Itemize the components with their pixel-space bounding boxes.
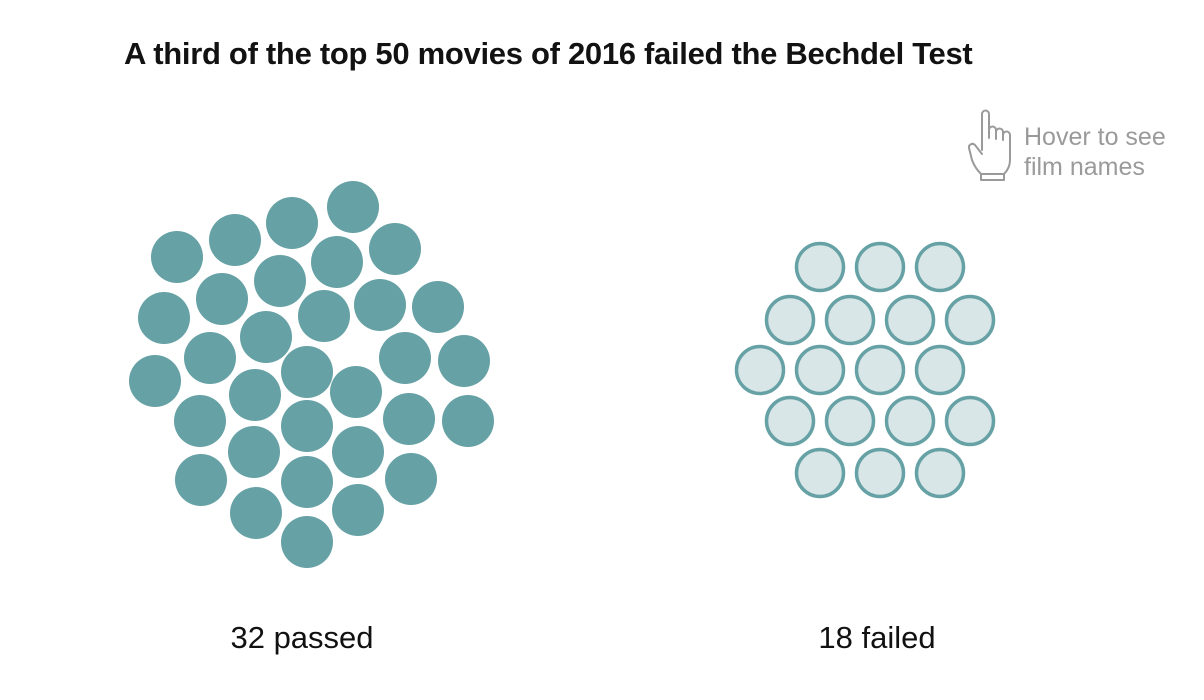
passed-cluster <box>129 181 494 568</box>
passed-film-bubble[interactable] <box>230 487 282 539</box>
passed-film-bubble[interactable] <box>385 453 437 505</box>
passed-film-bubble[interactable] <box>354 279 406 331</box>
chart-title: A third of the top 50 movies of 2016 fai… <box>124 36 973 71</box>
passed-film-bubble[interactable] <box>281 346 333 398</box>
failed-film-bubble[interactable] <box>854 241 906 293</box>
hover-hint: Hover to see film names <box>966 108 1196 188</box>
passed-film-bubble[interactable] <box>281 456 333 508</box>
failed-film-bubble[interactable] <box>734 344 786 396</box>
passed-film-bubble[interactable] <box>332 484 384 536</box>
failed-film-bubble[interactable] <box>794 447 846 499</box>
passed-film-bubble[interactable] <box>379 332 431 384</box>
passed-film-bubble[interactable] <box>228 426 280 478</box>
passed-film-bubble[interactable] <box>240 311 292 363</box>
failed-film-bubble[interactable] <box>914 447 966 499</box>
passed-film-bubble[interactable] <box>175 454 227 506</box>
failed-film-bubble[interactable] <box>854 447 906 499</box>
failed-film-bubble[interactable] <box>944 294 996 346</box>
passed-film-bubble[interactable] <box>209 214 261 266</box>
passed-film-bubble[interactable] <box>196 273 248 325</box>
passed-film-bubble[interactable] <box>184 332 236 384</box>
passed-film-bubble[interactable] <box>383 393 435 445</box>
failed-label: 18 failed <box>818 620 936 655</box>
hint-line-1: Hover to see <box>1024 123 1166 151</box>
passed-film-bubble[interactable] <box>281 400 333 452</box>
failed-film-bubble[interactable] <box>884 395 936 447</box>
failed-cluster <box>734 241 996 499</box>
passed-film-bubble[interactable] <box>327 181 379 233</box>
failed-film-bubble[interactable] <box>914 344 966 396</box>
passed-film-bubble[interactable] <box>330 366 382 418</box>
passed-film-bubble[interactable] <box>438 335 490 387</box>
failed-film-bubble[interactable] <box>764 395 816 447</box>
failed-film-bubble[interactable] <box>794 344 846 396</box>
failed-film-bubble[interactable] <box>944 395 996 447</box>
failed-film-bubble[interactable] <box>884 294 936 346</box>
passed-label: 32 passed <box>230 620 374 655</box>
failed-film-bubble[interactable] <box>764 294 816 346</box>
passed-film-bubble[interactable] <box>369 223 421 275</box>
passed-film-bubble[interactable] <box>129 355 181 407</box>
passed-film-bubble[interactable] <box>151 231 203 283</box>
passed-film-bubble[interactable] <box>266 197 318 249</box>
passed-film-bubble[interactable] <box>332 426 384 478</box>
hover-hint-text: Hover to see film names <box>1024 122 1166 182</box>
passed-film-bubble[interactable] <box>311 236 363 288</box>
failed-film-bubble[interactable] <box>854 344 906 396</box>
pointing-hand-icon <box>967 109 1011 181</box>
passed-film-bubble[interactable] <box>412 281 464 333</box>
passed-film-bubble[interactable] <box>281 516 333 568</box>
passed-film-bubble[interactable] <box>442 395 494 447</box>
passed-film-bubble[interactable] <box>229 369 281 421</box>
failed-film-bubble[interactable] <box>824 395 876 447</box>
failed-film-bubble[interactable] <box>794 241 846 293</box>
hint-line-2: film names <box>1024 153 1145 181</box>
failed-film-bubble[interactable] <box>824 294 876 346</box>
passed-film-bubble[interactable] <box>254 255 306 307</box>
passed-film-bubble[interactable] <box>174 395 226 447</box>
passed-film-bubble[interactable] <box>138 292 190 344</box>
failed-film-bubble[interactable] <box>914 241 966 293</box>
passed-film-bubble[interactable] <box>298 290 350 342</box>
